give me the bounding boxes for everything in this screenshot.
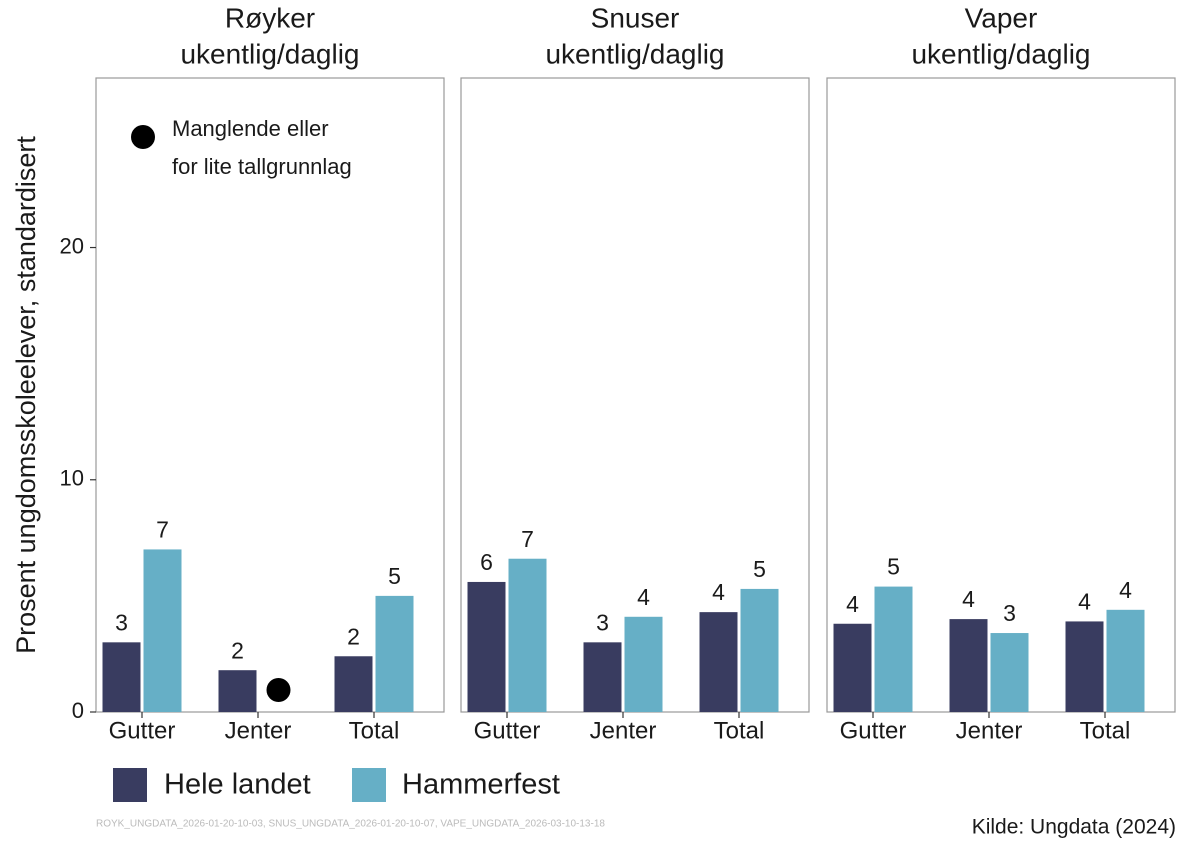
value-label: 2 bbox=[347, 623, 360, 649]
missing-marker bbox=[266, 678, 291, 702]
bar bbox=[583, 642, 622, 712]
x-tick-label: Gutter bbox=[840, 717, 907, 744]
bar bbox=[949, 619, 988, 712]
value-label: 5 bbox=[753, 556, 766, 582]
legend-label: Hammerfest bbox=[402, 769, 560, 801]
panel-title: ukentlig/daglig bbox=[180, 38, 359, 69]
value-label: 3 bbox=[1003, 600, 1016, 626]
bar bbox=[699, 612, 738, 712]
panel-title: ukentlig/daglig bbox=[545, 38, 724, 69]
value-label: 6 bbox=[480, 549, 493, 575]
x-tick-label: Total bbox=[1080, 717, 1131, 744]
bar bbox=[624, 616, 663, 712]
value-label: 5 bbox=[388, 563, 401, 589]
bar bbox=[334, 656, 373, 712]
annotation: Manglende eller bbox=[172, 116, 329, 141]
bar bbox=[1065, 621, 1104, 712]
bar bbox=[143, 549, 182, 712]
panel-title: Snuser bbox=[591, 2, 680, 33]
bar bbox=[740, 588, 779, 712]
value-label: 5 bbox=[887, 554, 900, 580]
bar bbox=[833, 623, 872, 712]
legend-swatch bbox=[113, 768, 147, 802]
x-tick-label: Gutter bbox=[474, 717, 541, 744]
bar bbox=[467, 581, 506, 712]
legend-swatch bbox=[352, 768, 386, 802]
bar bbox=[375, 595, 414, 712]
bar bbox=[508, 558, 547, 712]
bar bbox=[1106, 609, 1145, 712]
x-tick-label: Jenter bbox=[225, 717, 292, 744]
bar bbox=[102, 642, 141, 712]
footnote: ROYK_UNGDATA_2026-01-20-10-03, SNUS_UNGD… bbox=[96, 819, 605, 830]
value-label: 4 bbox=[712, 579, 725, 605]
bar bbox=[990, 633, 1029, 712]
value-label: 7 bbox=[521, 526, 534, 552]
x-tick-label: Jenter bbox=[590, 717, 657, 744]
panel-title: Røyker bbox=[225, 2, 315, 33]
value-label: 4 bbox=[637, 584, 650, 610]
value-label: 4 bbox=[1119, 577, 1132, 603]
y-tick-label: 20 bbox=[60, 233, 84, 258]
value-label: 4 bbox=[1078, 589, 1091, 615]
panel bbox=[95, 77, 445, 713]
value-label: 4 bbox=[846, 591, 859, 617]
x-tick-label: Jenter bbox=[956, 717, 1023, 744]
legend-label: Hele landet bbox=[164, 769, 311, 801]
y-axis-label: Prosent ungdomsskoleelever, standardiser… bbox=[11, 136, 41, 654]
x-tick-label: Gutter bbox=[109, 717, 176, 744]
y-tick-label: 0 bbox=[72, 698, 84, 723]
value-label: 3 bbox=[596, 609, 609, 635]
value-label: 4 bbox=[962, 586, 975, 612]
annotation-marker bbox=[131, 125, 155, 149]
source: Kilde: Ungdata (2024) bbox=[972, 816, 1176, 839]
value-label: 2 bbox=[231, 637, 244, 663]
x-tick-label: Total bbox=[349, 717, 400, 744]
bar bbox=[874, 586, 913, 712]
panel-title: Vaper bbox=[965, 2, 1038, 33]
x-tick-label: Total bbox=[714, 717, 765, 744]
bar bbox=[218, 670, 257, 712]
panel-title: ukentlig/daglig bbox=[911, 38, 1090, 69]
y-tick-label: 10 bbox=[60, 466, 84, 491]
value-label: 7 bbox=[156, 517, 169, 543]
annotation: for lite tallgrunnlag bbox=[172, 154, 352, 179]
value-label: 3 bbox=[115, 609, 128, 635]
